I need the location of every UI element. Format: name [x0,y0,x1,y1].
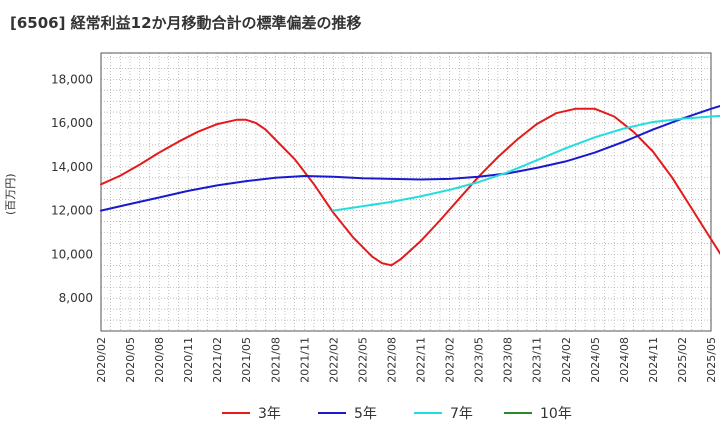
legend-item-5y: 5年 [318,403,377,423]
x-tick-label: 2024/11 [647,337,660,383]
plot-area [101,53,711,331]
x-tick-label: 2023/05 [473,337,486,383]
legend-label-5y: 5年 [354,406,377,422]
legend-swatch-5y [318,412,346,414]
x-tick-label: 2020/02 [95,337,108,383]
x-tick-label: 2022/02 [327,337,340,383]
legend-item-3y: 3年 [222,403,281,423]
y-tick-label: 8,000 [59,291,93,305]
x-tick-label: 2025/05 [705,337,718,383]
legend-item-7y: 7年 [414,403,473,423]
legend-label-3y: 3年 [258,406,281,422]
x-tick-label: 2020/08 [153,337,166,383]
x-tick-label: 2021/08 [269,337,282,383]
x-tick-label: 2022/05 [356,337,369,383]
x-tick-label: 2023/08 [502,337,515,383]
x-tick-label: 2025/02 [676,337,689,383]
x-tick-label: 2024/08 [618,337,631,383]
x-tick-label: 2024/02 [560,337,573,383]
y-tick-label: 10,000 [51,247,93,261]
chart-title: [6506] 経常利益12か月移動合計の標準偏差の推移 [10,14,362,32]
y-tick-label: 16,000 [51,116,93,130]
x-tick-label: 2021/05 [240,337,253,383]
legend-label-7y: 7年 [450,406,473,422]
y-tick-label: 18,000 [51,72,93,86]
x-tick-label: 2021/02 [211,337,224,383]
plot-frame [100,52,712,332]
y-tick-label: 14,000 [51,160,93,174]
legend-swatch-7y [414,412,442,414]
y-tick-label: 12,000 [51,204,93,218]
x-tick-label: 2020/11 [182,337,195,383]
legend-item-10y: 10年 [504,403,572,423]
x-tick-label: 2021/11 [298,337,311,383]
x-tick-label: 2022/08 [385,337,398,383]
legend: 3年 5年 7年 10年 [0,403,720,427]
legend-swatch-10y [504,412,532,414]
x-tick-label: 2024/05 [589,337,602,383]
legend-label-10y: 10年 [540,406,572,422]
x-tick-label: 2022/11 [415,337,428,383]
x-tick-label: 2020/05 [124,337,137,383]
series-line-2 [332,114,720,212]
x-tick-label: 2023/02 [444,337,457,383]
series-line-0 [100,107,720,267]
legend-swatch-3y [222,412,250,414]
x-tick-label: 2023/11 [531,337,544,383]
series-line-1 [100,105,720,212]
